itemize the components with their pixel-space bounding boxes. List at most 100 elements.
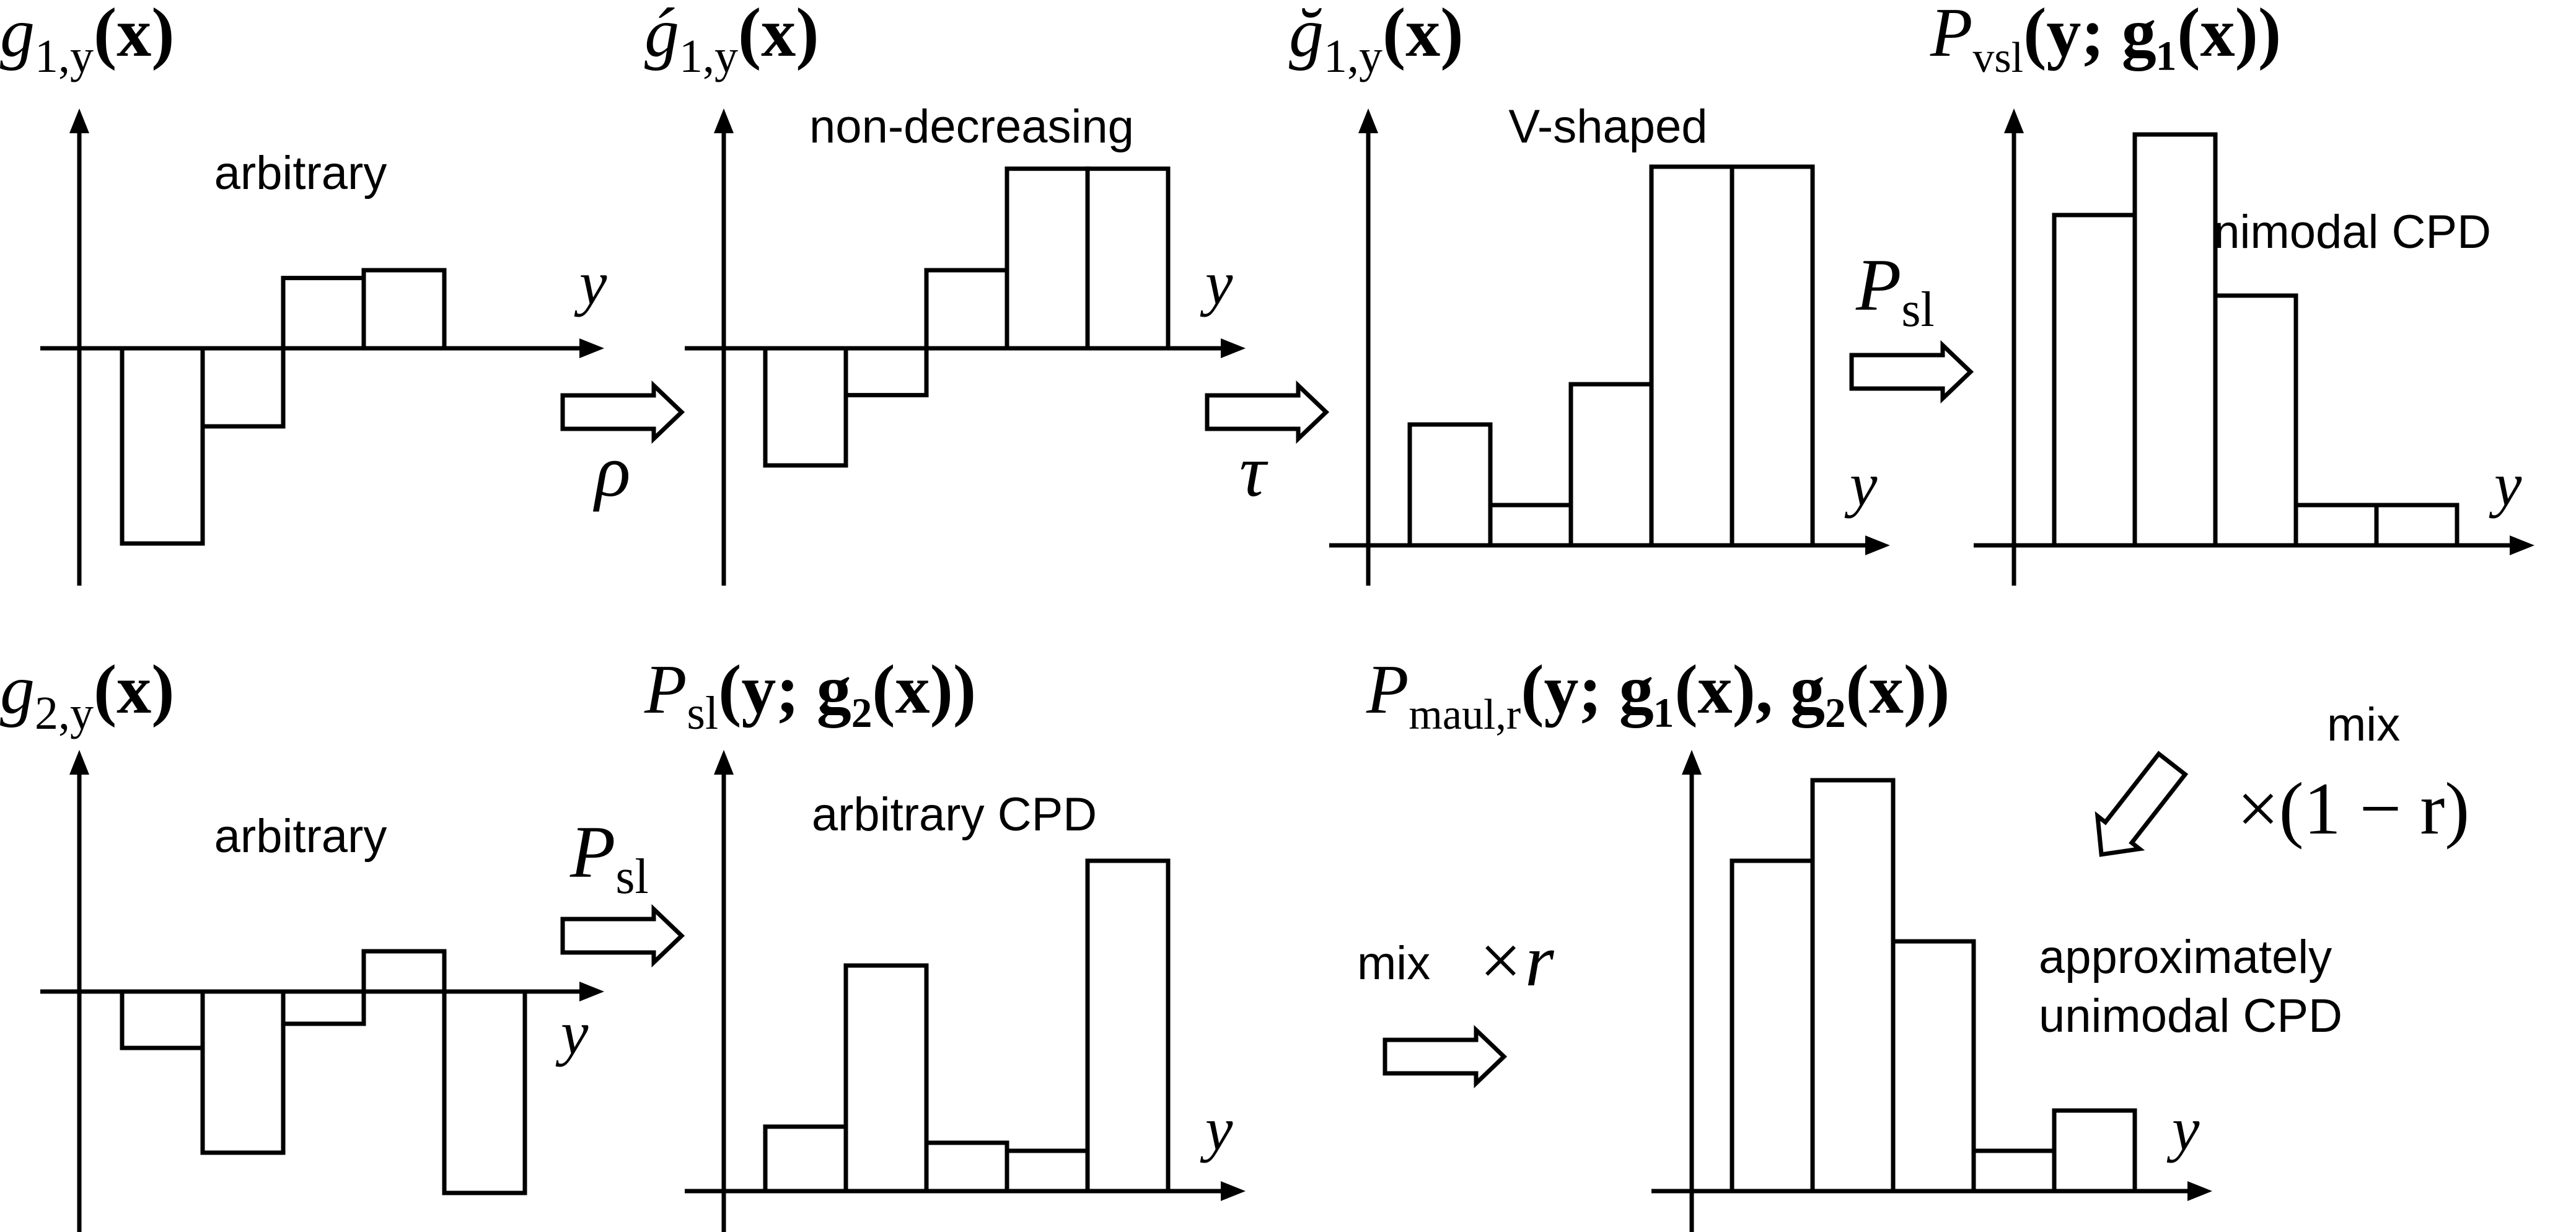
panel-g1-check-x-arrowhead	[1865, 535, 1890, 555]
histogram-bar	[120, 346, 205, 546]
panel-g2-title: g2,y(x)	[0, 651, 175, 739]
histogram-bar	[2052, 213, 2137, 548]
label-mix-1-r-factor: ×(1 − r)	[2237, 767, 2469, 850]
histogram-bar	[281, 989, 366, 1026]
panel-p-maul-annotation-line-1: approximately	[2039, 931, 2332, 983]
histogram-bar	[843, 963, 929, 1194]
histogram-bar	[1730, 858, 1815, 1194]
transition-rho: ρ	[560, 380, 685, 512]
panel-p-sl-g2-axis-label: y	[1200, 1094, 1233, 1163]
panel-p-maul-bars	[1730, 778, 2137, 1194]
panel-p-vsl-axis-label: y	[2489, 450, 2522, 519]
panel-p-vsl-x-arrowhead	[2510, 535, 2534, 555]
hollow-arrow-tau	[1205, 380, 1330, 444]
panel-g1-x-arrowhead	[579, 338, 604, 358]
histogram-bar	[924, 1140, 1009, 1194]
label-psl-top: Psl	[1855, 244, 1935, 337]
histogram-bar	[1891, 939, 1976, 1194]
panel-p-vsl: Pvsl(y; g₁(x)) unimodal CPD y	[1930, 0, 2534, 586]
panel-g1-check-annotation: V-shaped	[1508, 100, 1707, 153]
panel-p-maul-annotation: approximately unimodal CPD	[2039, 931, 2345, 1042]
panel-g1-bars	[120, 268, 447, 546]
panel-g2-axis-label: y	[555, 998, 589, 1067]
histogram-bar	[1971, 1148, 2057, 1194]
histogram-bar	[1730, 164, 1815, 548]
histogram-bar	[200, 989, 286, 1155]
histogram-bar	[200, 346, 286, 429]
histogram-bar	[120, 989, 205, 1050]
panel-p-sl-g2-annotation: arbitrary CPD	[812, 788, 1097, 841]
panel-g1: g1,y(x) arbitrary y	[0, 0, 607, 586]
panel-p-maul-y-arrowhead	[1682, 750, 1702, 775]
hollow-arrow-mix-1-r	[2095, 750, 2189, 857]
label-mix-r-factor: ×r	[1475, 919, 1555, 1001]
histogram-bar	[361, 949, 447, 994]
histogram-bar	[924, 268, 1009, 351]
panel-p-sl-g2: Psl(y; g₂(x)) arbitrary CPD y	[644, 651, 1246, 1232]
panel-g1-axis-label: y	[574, 249, 607, 317]
panel-g2-x-arrowhead	[579, 982, 604, 1001]
panel-g1-acute-axis-label: y	[1200, 249, 1233, 317]
panel-g1-check-bars	[1407, 164, 1815, 548]
transition-psl-top: Psl	[1849, 244, 1974, 404]
transition-mix-r: mix ×r	[1357, 919, 1555, 1089]
panel-p-vsl-bars	[2052, 132, 2460, 548]
panel-g1-acute: ǵ1,y(x) non-decreasing y	[644, 0, 1246, 586]
histogram-bar	[2132, 132, 2218, 548]
histogram-bar	[2052, 1108, 2137, 1194]
histogram-bar	[1488, 503, 1573, 548]
histogram-bar	[1085, 858, 1171, 1194]
panel-p-sl-g2-title: Psl(y; g₂(x))	[644, 651, 976, 739]
panel-g1-annotation: arbitrary	[214, 147, 387, 200]
label-tau: τ	[1239, 429, 1268, 512]
panel-g1-title: g1,y(x)	[0, 0, 175, 82]
hollow-arrow-mix-r	[1383, 1024, 1508, 1089]
panel-g1-acute-annotation: non-decreasing	[809, 100, 1134, 153]
histogram-bar	[1407, 422, 1493, 548]
label-mix-r-word: mix	[1357, 937, 1430, 990]
label-mix-1-r-word: mix	[2327, 698, 2400, 751]
histogram-bar	[2293, 503, 2379, 548]
histogram-bar	[2374, 503, 2460, 548]
panel-p-sl-g2-y-arrowhead	[714, 750, 734, 775]
panel-p-vsl-y-arrowhead	[2004, 108, 2024, 133]
panel-g1-acute-bars	[763, 166, 1171, 468]
histogram-bar	[2213, 293, 2298, 548]
panel-g1-acute-y-arrowhead	[714, 108, 734, 133]
label-rho: ρ	[592, 429, 631, 512]
panel-g1-check-y-arrowhead	[1358, 108, 1378, 133]
panel-p-vsl-annotation: unimodal CPD	[2187, 206, 2491, 258]
panel-p-maul-axis-label: y	[2166, 1094, 2200, 1163]
histogram-bar	[1810, 778, 1896, 1194]
panel-g1-acute-title: ǵ1,y(x)	[644, 0, 819, 82]
histogram-bar	[843, 346, 929, 398]
panel-p-maul-x-arrowhead	[2187, 1181, 2212, 1201]
transition-tau: τ	[1205, 380, 1330, 512]
hollow-arrow-rho	[560, 380, 685, 444]
panel-g1-acute-x-arrowhead	[1221, 338, 1246, 358]
histogram-bar	[763, 1124, 848, 1194]
label-psl-bottom: Psl	[569, 811, 649, 904]
panel-p-sl-g2-x-arrowhead	[1221, 1181, 1246, 1201]
panel-g1-y-arrowhead	[69, 108, 89, 133]
panel-g2: g2,y(x) arbitrary y	[0, 651, 604, 1232]
histogram-bar	[1649, 164, 1734, 548]
panel-p-maul-title: Pmaul,r(y; g₁(x), g₂(x))	[1366, 651, 1950, 739]
histogram-bar	[281, 276, 366, 351]
transition-mix-1-r: mix ×(1 − r)	[2095, 698, 2469, 857]
panel-p-maul-annotation-line-2: unimodal CPD	[2039, 990, 2342, 1042]
histogram-bar	[763, 346, 848, 468]
histogram-bar	[1004, 1148, 1090, 1194]
histogram-bar	[1085, 166, 1171, 351]
panel-g2-y-arrowhead	[69, 750, 89, 775]
histogram-bar	[442, 989, 527, 1195]
hollow-arrow-psl-top	[1849, 340, 1974, 404]
panel-g1-check: ğ1,y(x) V-shaped y	[1289, 0, 1890, 586]
histogram-bar	[361, 268, 447, 351]
hollow-arrow-psl-bottom	[560, 904, 685, 968]
panel-p-vsl-title: Pvsl(y; g₁(x))	[1930, 0, 2281, 82]
histogram-bar	[1568, 382, 1654, 548]
panel-g2-bars	[120, 949, 527, 1195]
panel-g2-annotation: arbitrary	[214, 810, 387, 863]
